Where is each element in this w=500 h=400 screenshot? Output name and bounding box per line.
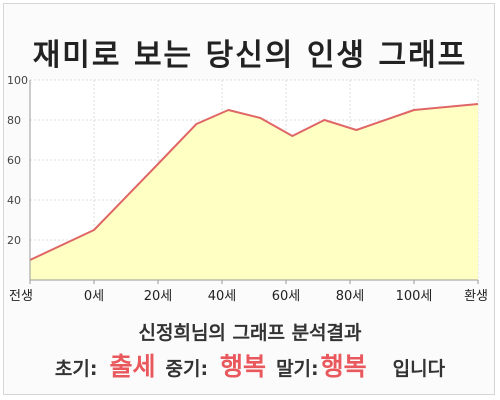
x-tick-label: 100세 xyxy=(396,289,433,304)
y-tick-label: 60 xyxy=(7,154,21,167)
area-fill xyxy=(30,104,478,280)
summary-suffix: 입니다 xyxy=(392,358,446,380)
chart-series xyxy=(29,103,479,280)
series-line xyxy=(29,103,479,261)
x-tick-label: 환생 xyxy=(464,289,488,304)
x-tick-label: 전생 xyxy=(9,289,33,304)
y-tick-label: 80 xyxy=(7,114,21,127)
summary-title: 신정희님의 그래프 분석결과 xyxy=(138,322,362,344)
x-tick-label: 60세 xyxy=(272,289,301,304)
y-tick-label: 100 xyxy=(7,74,28,87)
late-value: 행복 xyxy=(320,352,367,381)
x-tick-label: 20세 xyxy=(144,289,173,304)
early-label: 초기: xyxy=(54,358,98,380)
y-tick-label: 20 xyxy=(7,234,21,247)
x-tick-label: 80세 xyxy=(336,289,365,304)
chart-axes xyxy=(29,80,479,284)
early-value: 출세 xyxy=(109,352,156,381)
mid-value: 행복 xyxy=(220,352,267,381)
y-tick-label: 40 xyxy=(7,194,21,207)
x-tick-labels: 전생 0세 20세 40세 60세 80세 100세 환생 xyxy=(9,289,488,304)
page-title: 재미로 보는 당신의 인생 그래프 xyxy=(32,38,468,73)
summary-line: 초기: 출세 중기: 행복 말기: 행복 입니다 xyxy=(0,347,500,383)
mid-label: 중기: xyxy=(165,358,209,380)
x-tick-label: 40세 xyxy=(208,289,237,304)
late-label: 말기: xyxy=(276,358,319,380)
y-tick-labels: 20 40 60 80 100 xyxy=(7,74,28,247)
x-tick-label: 0세 xyxy=(84,289,104,304)
